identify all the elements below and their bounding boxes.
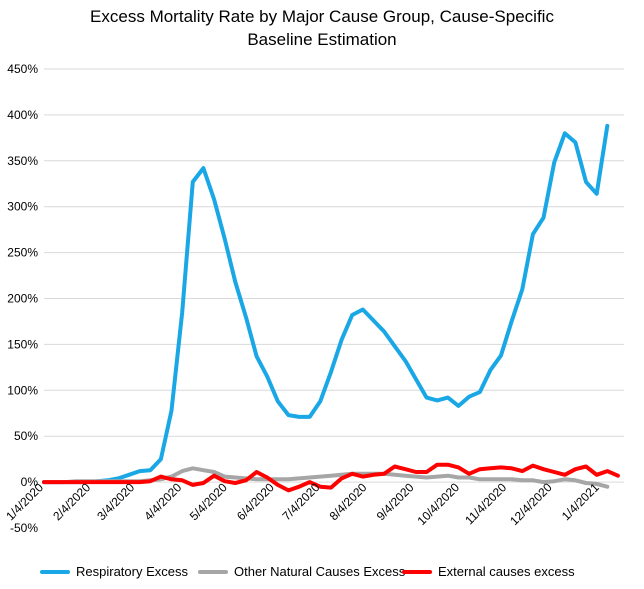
legend-label-external: External causes excess [438, 564, 575, 579]
y-tick-label: 400% [7, 108, 38, 122]
legend-label-other-natural: Other Natural Causes Excess [234, 564, 406, 579]
chart-legend: Respiratory Excess Other Natural Causes … [30, 563, 630, 583]
legend-swatch-other-natural [198, 570, 228, 574]
x-tick-label: 6/4/2020 [234, 480, 277, 523]
x-tick-label: 3/4/2020 [94, 480, 137, 523]
series-lines [42, 123, 620, 493]
x-tick-label: 9/4/2020 [374, 480, 417, 523]
y-tick-label: 0% [21, 475, 39, 489]
y-tick-label: 450% [7, 62, 38, 76]
legend-label-respiratory: Respiratory Excess [76, 564, 188, 579]
y-tick-label: 100% [7, 383, 38, 397]
chart-title-line-2: Baseline Estimation [247, 30, 397, 49]
legend-swatch-external [402, 570, 432, 574]
y-tick-label: 200% [7, 292, 38, 306]
y-tick-label: 350% [7, 154, 38, 168]
y-axis-tick-labels: -50% 0% 50% 100% 150% 200% 250% 300% 350% 400% 450… [7, 62, 38, 535]
x-tick-label: 4/4/2020 [141, 480, 184, 523]
y-tick-label: 300% [7, 200, 38, 214]
gridlines [44, 68, 624, 437]
legend-item-other-natural: Other Natural Causes Excess [198, 563, 405, 581]
legend-item-respiratory: Respiratory Excess [40, 563, 188, 581]
x-tick-label: 2/4/2020 [50, 480, 93, 523]
y-tick-label: -50% [10, 521, 38, 535]
x-tick-label: 10/4/2020 [414, 480, 462, 528]
y-tick-label: 150% [7, 337, 38, 351]
y-tick-label: 250% [7, 246, 38, 260]
y-tick-label: 50% [14, 429, 38, 443]
x-tick-label: 11/4/2020 [462, 480, 509, 527]
legend-item-external: External causes excess [402, 563, 575, 581]
x-tick-label: 1/4/2021 [559, 480, 602, 523]
legend-swatch-respiratory [40, 570, 70, 574]
series-line-2 [42, 462, 620, 493]
chart-title-line-1: Excess Mortality Rate by Major Cause Gro… [90, 7, 554, 26]
x-tick-label: 12/4/2020 [507, 480, 555, 528]
series-line-0 [42, 123, 610, 485]
